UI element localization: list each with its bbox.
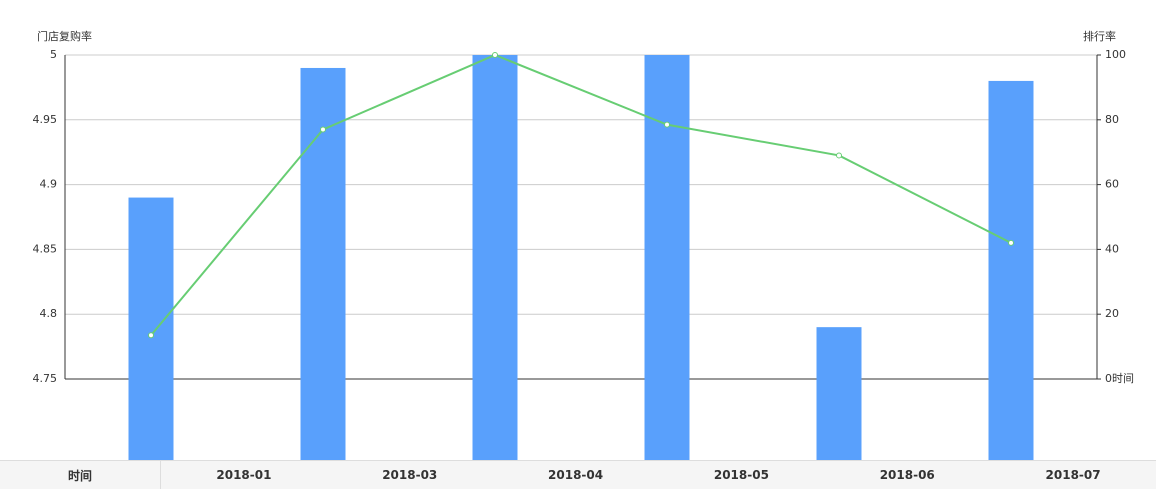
y2-tick-label: 40	[1105, 242, 1119, 255]
y2-tick-label: 0	[1105, 372, 1112, 385]
chart: 门店复购率 排行率 4.75 4.8 4.85 4.9 4.95 5 0 时间 20 40 60 80…	[33, 29, 1134, 461]
line-point	[664, 121, 670, 128]
table-cell: 2018-07	[1045, 468, 1101, 482]
line-point	[320, 126, 326, 133]
y2-tick-label: 20	[1105, 307, 1119, 320]
y-tick-label: 4.85	[33, 242, 58, 255]
table-cell: 2018-01	[216, 468, 272, 482]
y-tick-label: 4.8	[40, 307, 58, 320]
y-tick-label: 4.9	[40, 178, 58, 191]
bar	[816, 327, 862, 460]
line-point	[1008, 239, 1014, 246]
line	[150, 53, 1012, 336]
x-table: 时间 2018-01 2018-03 2018-04 2018-05 2018-06 20…	[0, 460, 1156, 489]
table-cell: 2018-04	[548, 468, 604, 482]
y-tick-label: 4.75	[33, 372, 58, 385]
bar	[644, 55, 690, 460]
line-point	[148, 332, 154, 339]
bar	[988, 80, 1034, 461]
table-header: 时间	[0, 461, 161, 489]
y-tick-label: 5	[50, 48, 57, 61]
y2-tick-label: 100	[1105, 48, 1126, 61]
y-axis-title: 门店复购率	[37, 29, 92, 43]
bar	[128, 197, 174, 460]
table-cell: 2018-05	[713, 468, 769, 482]
bar	[300, 67, 346, 461]
y2-tick-label: 60	[1105, 178, 1119, 191]
y2-axis-title: 排行率	[1083, 29, 1116, 43]
table-cell: 2018-03	[382, 468, 438, 482]
bar	[472, 55, 518, 460]
y2-tick-label: 80	[1105, 113, 1119, 126]
y-tick-label: 4.95	[33, 113, 58, 126]
line-point	[492, 52, 498, 58]
line-point	[836, 152, 842, 159]
x-axis-title: 时间	[1112, 372, 1134, 385]
table-cell: 2018-06	[879, 468, 935, 482]
